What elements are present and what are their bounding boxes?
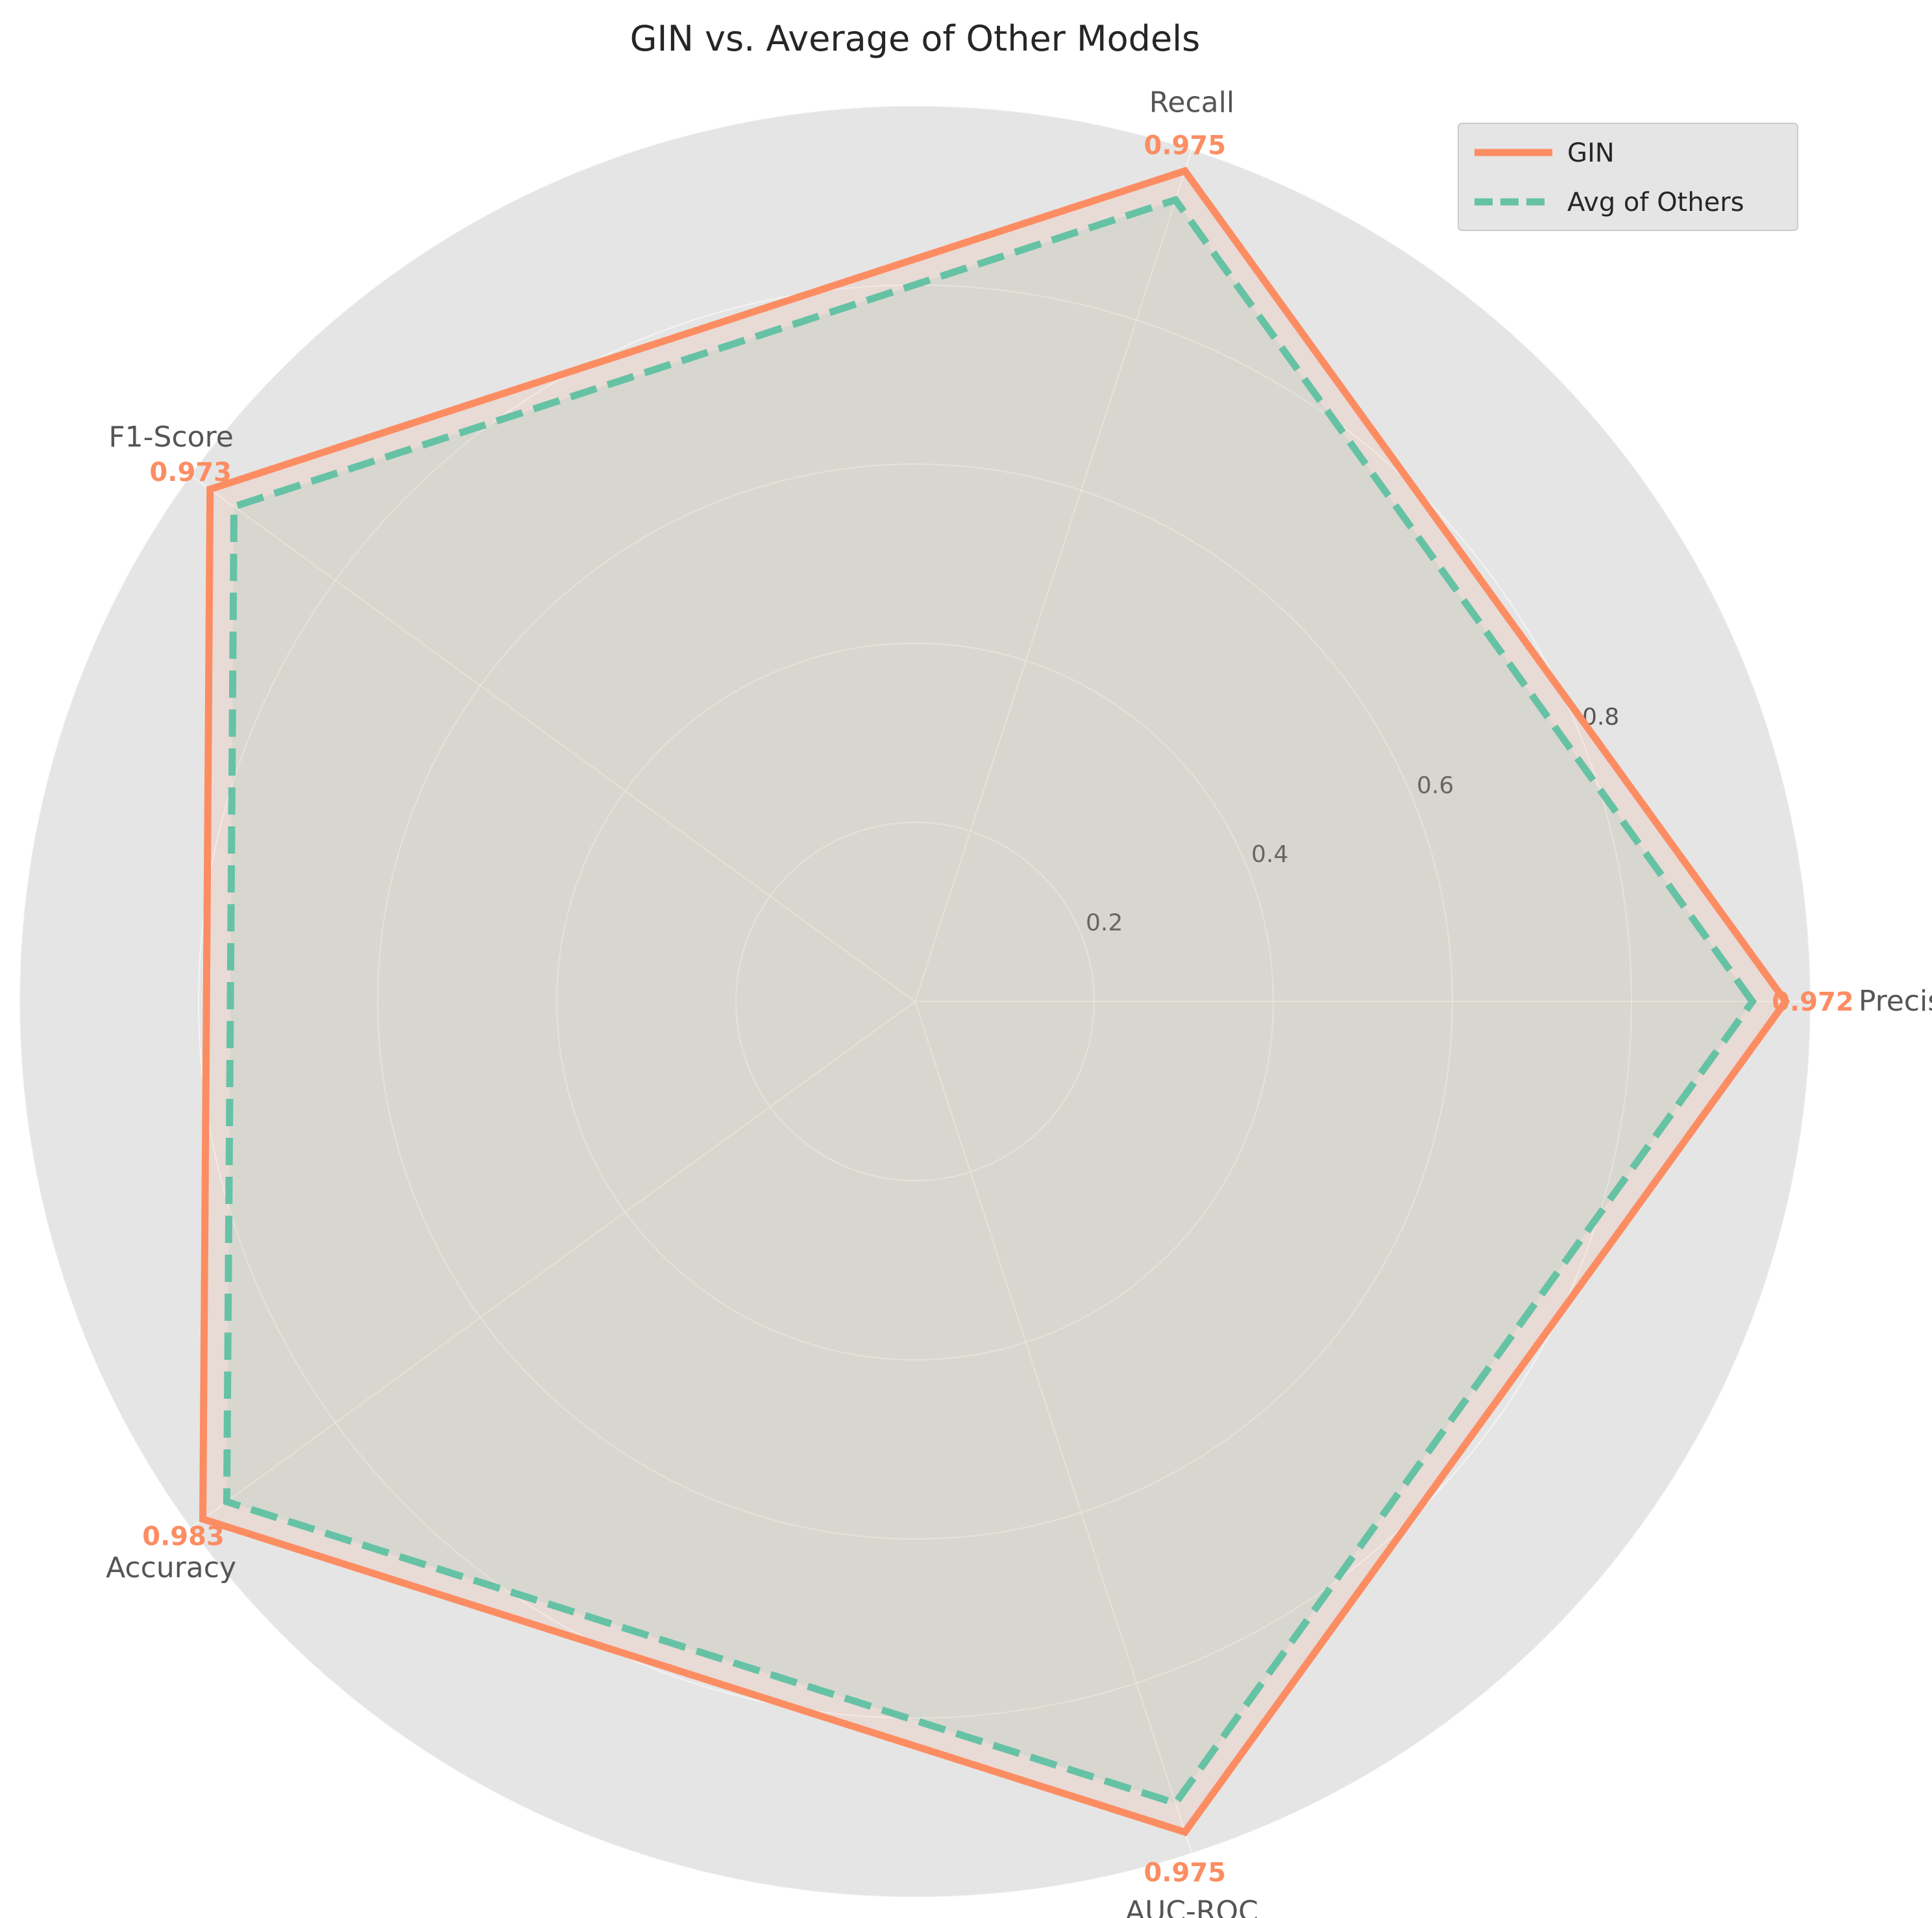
- grid-spoke: [190, 1001, 916, 1529]
- data-label: 0.975: [1144, 130, 1227, 160]
- grid-spoke: [190, 474, 916, 1002]
- series-area: [226, 199, 1753, 1804]
- axis-label: AUC-ROC: [1125, 1895, 1258, 1918]
- axis-label: Accuracy: [106, 1551, 236, 1584]
- data-label: 0.975: [1144, 1858, 1227, 1888]
- data-label: 0.973: [149, 458, 232, 487]
- data-label: 0.972: [1772, 987, 1854, 1017]
- plot-area: 0.20.40.60.8PrecisionRecallF1-ScoreAccur…: [19, 86, 1932, 1918]
- axis-label: Precision: [1859, 985, 1932, 1018]
- legend: GIN Avg of Others: [1458, 123, 1798, 231]
- series-area: [202, 171, 1786, 1832]
- axis-label: F1-Score: [108, 421, 233, 454]
- legend-label: GIN: [1567, 138, 1615, 168]
- data-label: 0.983: [142, 1521, 225, 1551]
- radial-tick-label: 0.4: [1251, 841, 1288, 868]
- grid-spoke: [914, 149, 1193, 1002]
- axis-label: Recall: [1149, 86, 1234, 119]
- grid-spoke: [914, 1001, 1193, 1854]
- legend-label: Avg of Others: [1567, 188, 1744, 217]
- radial-tick-label: 0.2: [1086, 909, 1123, 936]
- series-line-gin: [199, 166, 1791, 1837]
- series-line-avg-of-others: [223, 195, 1757, 1808]
- chart-title: GIN vs. Average of Other Models: [630, 18, 1201, 59]
- radial-tick-label: 0.6: [1417, 772, 1454, 799]
